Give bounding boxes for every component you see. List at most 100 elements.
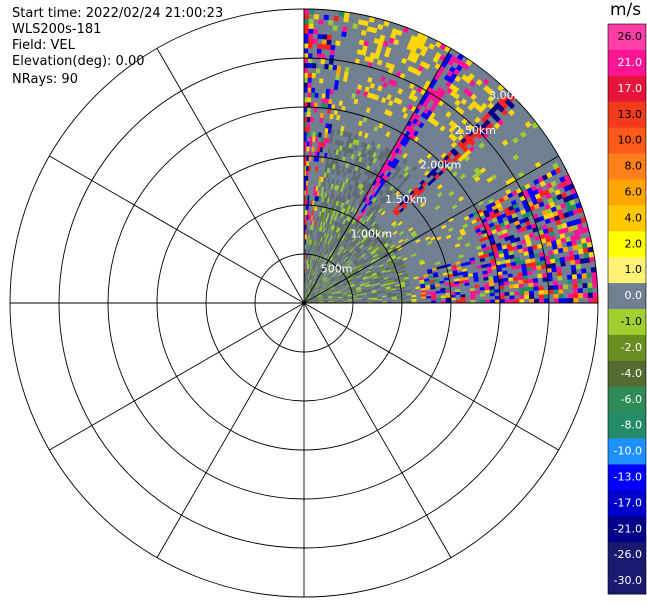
velocity-cell: [316, 62, 321, 69]
velocity-cell: [321, 38, 328, 45]
velocity-cell: [306, 150, 310, 157]
velocity-cell: [303, 52, 309, 59]
velocity-cell: [333, 15, 340, 22]
velocity-cell: [311, 82, 316, 88]
velocity-cell: [315, 67, 321, 74]
velocity-cell: [325, 53, 331, 60]
velocity-cell: [303, 43, 309, 49]
velocity-cell: [310, 101, 315, 108]
velocity-cell: [580, 263, 587, 270]
velocity-cell: [303, 121, 308, 127]
velocity-cell: [317, 107, 322, 113]
velocity-cell: [303, 8, 310, 15]
velocity-cell: [306, 121, 311, 127]
velocity-cell: [306, 145, 310, 152]
velocity-cell: [315, 72, 321, 79]
velocity-cell: [303, 111, 308, 118]
velocity-cell: [313, 28, 319, 35]
velocity-cell: [307, 87, 312, 93]
velocity-cell: [308, 150, 313, 157]
velocity-cell: [303, 131, 308, 137]
velocity-cell: [317, 102, 322, 108]
velocity-cell: [565, 260, 572, 267]
velocity-cell: [303, 57, 309, 64]
velocity-cell: [317, 28, 324, 35]
velocity-cell: [325, 48, 331, 55]
velocity-cell: [303, 92, 308, 98]
velocity-cell: [306, 111, 311, 118]
velocity-cell: [312, 126, 317, 133]
velocity-cell: [303, 96, 308, 103]
velocity-cell: [308, 38, 314, 44]
velocity-cell: [319, 68, 325, 74]
velocity-cell: [311, 77, 317, 84]
velocity-cell: [307, 62, 313, 69]
velocity-cell: [303, 116, 308, 122]
velocity-cell: [319, 73, 325, 79]
velocity-cell: [313, 107, 318, 113]
velocity-cell: [312, 48, 318, 54]
velocity-cell: [312, 121, 317, 128]
velocity-cell: [306, 155, 310, 162]
velocity-cell: [310, 92, 316, 98]
velocity-cell: [306, 141, 310, 147]
velocity-cell: [336, 30, 343, 37]
velocity-cell: [312, 57, 318, 64]
velocity-cell: [314, 97, 319, 103]
velocity-cell: [303, 23, 310, 29]
velocity-cell: [310, 116, 314, 123]
velocity-cell: [326, 39, 332, 45]
velocity-cell: [327, 24, 334, 31]
velocity-cell: [337, 25, 344, 32]
velocity-cell: [331, 34, 338, 41]
velocity-cell: [318, 23, 324, 30]
velocity-cell: [326, 34, 333, 41]
velocity-cell: [307, 72, 313, 78]
velocity-cell: [531, 265, 538, 272]
velocity-cell: [322, 33, 328, 40]
velocity-cell: [570, 264, 577, 271]
velocity-cell: [311, 67, 317, 74]
velocity-cell: [307, 101, 312, 108]
velocity-cell: [323, 14, 330, 21]
velocity-cell: [310, 111, 315, 118]
velocity-cell: [575, 263, 582, 270]
velocity-cell: [315, 77, 320, 84]
velocity-cell: [306, 131, 311, 137]
velocity-cell: [308, 170, 312, 177]
velocity-cell: [317, 43, 323, 50]
velocity-cell: [560, 261, 567, 268]
velocity-cell: [309, 131, 314, 137]
velocity-cell: [314, 102, 319, 108]
velocity-cell: [307, 116, 311, 123]
velocity-cell: [323, 68, 329, 75]
velocity-cell: [311, 87, 316, 93]
velocity-cell: [316, 48, 323, 54]
velocity-cell: [323, 19, 330, 26]
velocity-cell: [313, 111, 318, 118]
velocity-cell: [551, 267, 558, 273]
velocity-cell: [324, 63, 330, 70]
velocity-cell: [307, 92, 312, 98]
velocity-cell: [305, 175, 309, 181]
velocity-cell: [303, 13, 310, 19]
velocity-cell: [321, 48, 327, 55]
velocity-cell: [313, 18, 320, 25]
velocity-cell: [314, 92, 319, 98]
velocity-cell: [305, 190, 309, 196]
velocity-cell: [303, 48, 309, 54]
velocity-cell: [303, 33, 309, 39]
velocity-cell: [308, 47, 314, 54]
velocity-cell: [307, 96, 312, 103]
velocity-cell: [315, 82, 320, 89]
velocity-cell: [307, 67, 313, 74]
velocity-cell: [307, 82, 312, 88]
velocity-cell: [536, 269, 543, 275]
velocity-cell: [309, 136, 313, 142]
velocity-cell: [303, 126, 308, 132]
velocity-cell: [314, 87, 320, 94]
velocity-cell: [318, 9, 325, 15]
velocity-cell: [321, 43, 327, 50]
velocity-cell: [565, 265, 572, 272]
velocity-cell: [337, 20, 344, 27]
